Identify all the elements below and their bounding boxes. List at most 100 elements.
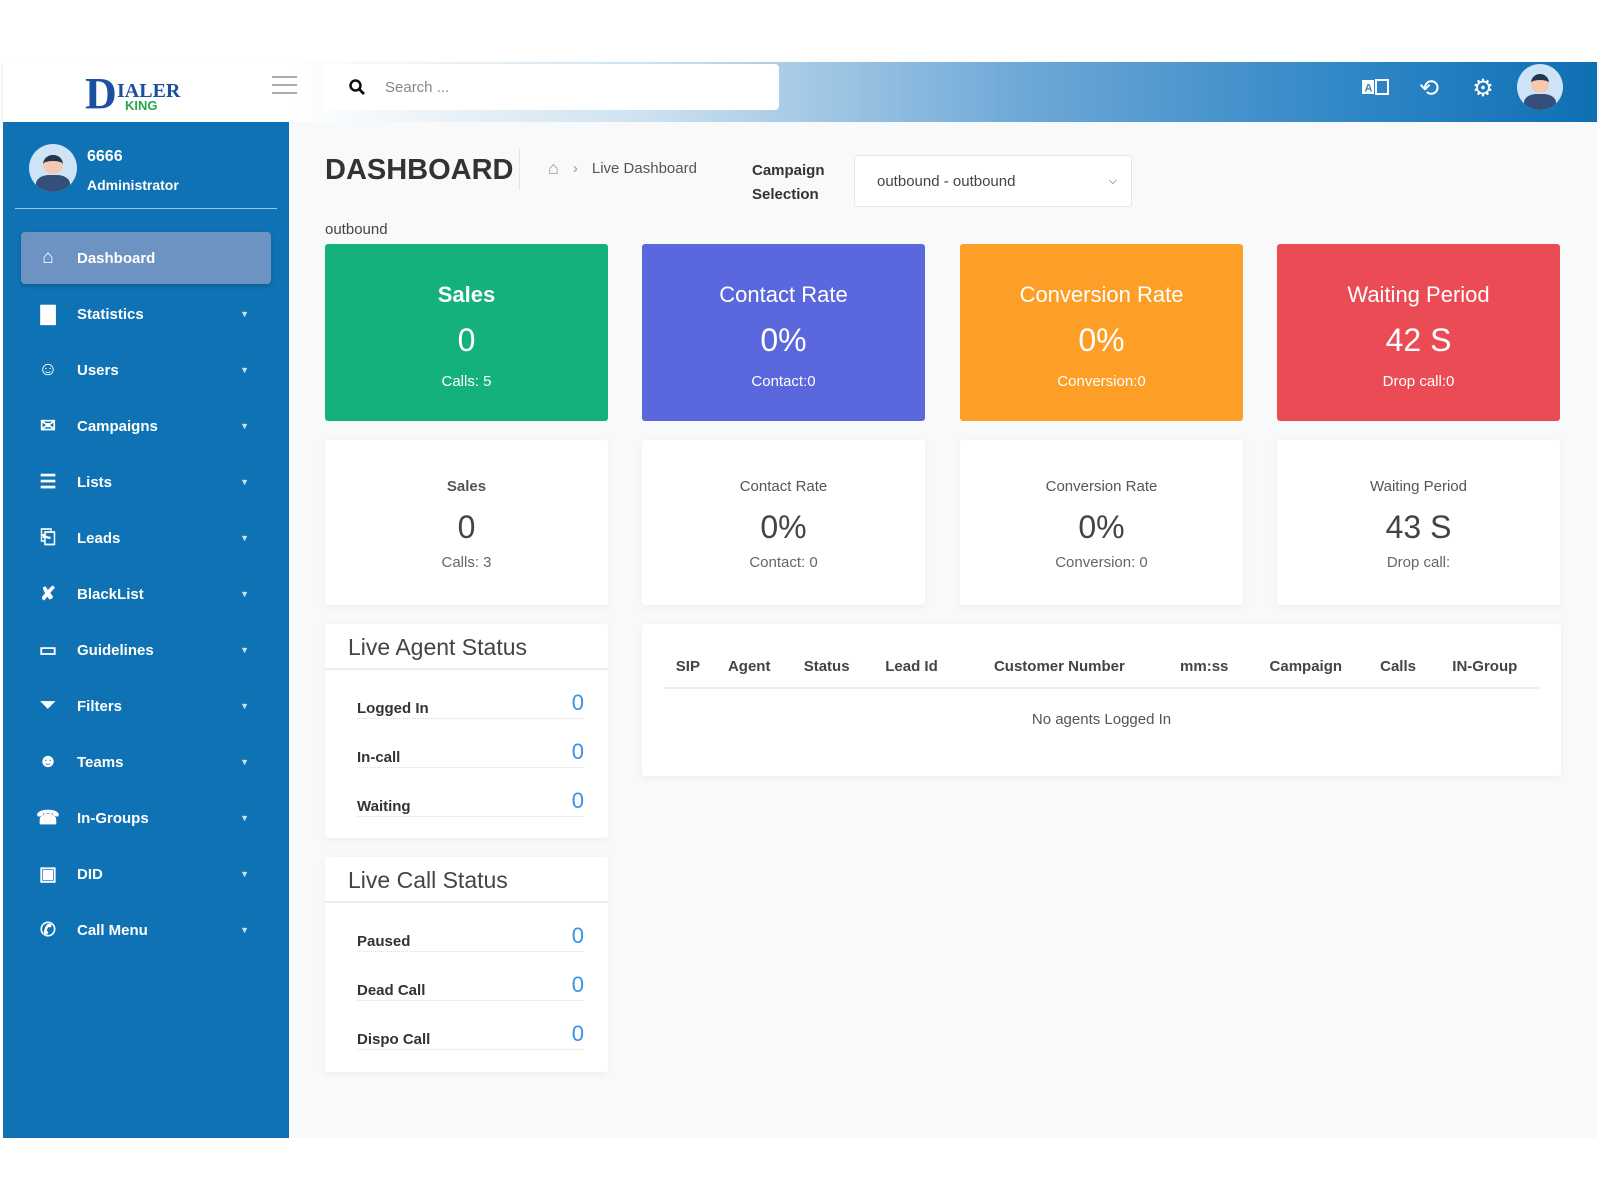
caret-down-icon: ▼: [240, 533, 249, 543]
column-header[interactable]: Campaign: [1246, 648, 1366, 689]
column-header[interactable]: Calls: [1365, 648, 1431, 689]
file-icon: ⎗: [40, 527, 56, 548]
top-header: [3, 62, 1597, 122]
sales-detail-card: Sales 0 Calls: 3: [325, 440, 608, 605]
settings-icon[interactable]: ⚙: [1472, 75, 1494, 102]
campaign-select[interactable]: outbound - outbound ⌵: [854, 155, 1132, 207]
sidebar-item-label: Lists: [77, 473, 113, 491]
live-call-status-panel: Live Call Status Paused 0 Dead Call 0 Dispo …: [325, 857, 608, 1072]
agents-table: SIP Agent Status Lead Id Customer Number mm:s…: [664, 648, 1539, 728]
logo[interactable]: D IALER KING: [85, 69, 181, 118]
sidebar-item-leads[interactable]: ⎗ Leads ▼: [21, 512, 271, 564]
sidebar-item-teams[interactable]: ☻ Teams ▼: [21, 736, 271, 788]
sidebar-item-label: Leads: [77, 529, 121, 547]
caret-down-icon: ▼: [240, 925, 249, 935]
status-count: 0: [571, 690, 584, 715]
caret-down-icon: ▼: [240, 645, 249, 655]
status-label: Logged In: [357, 700, 429, 717]
sidebar-item-label: Filters: [77, 697, 123, 715]
column-header[interactable]: Status: [786, 648, 867, 689]
filter-icon: ⏷: [40, 695, 56, 716]
campaign-subtitle: outbound: [325, 221, 388, 238]
sidebar-item-filters[interactable]: ⏷ Filters ▼: [21, 680, 271, 732]
sidebar-item-blacklist[interactable]: ✘ BlackList ▼: [21, 568, 271, 620]
empty-message: No agents Logged In: [1031, 711, 1172, 728]
caret-down-icon: ▼: [240, 365, 249, 375]
contact-detail-card: Contact Rate 0% Contact: 0: [642, 440, 925, 605]
breadcrumb: ⌂ › Live Dashboard: [548, 158, 697, 179]
column-header[interactable]: SIP: [664, 648, 712, 689]
panel-title: Live Agent Status: [325, 624, 608, 670]
status-row: Dispo Call 0: [357, 1001, 584, 1050]
waiting-summary-card: Waiting Period 42 S Drop call:0: [1277, 244, 1560, 421]
list-icon: ☰: [39, 471, 57, 493]
status-count: 0: [571, 972, 584, 997]
card-title: Contact Rate: [739, 478, 828, 495]
sidebar-item-label: BlackList: [77, 585, 144, 603]
card-subtext: Drop call:: [1386, 554, 1451, 571]
contact-summary-card: Contact Rate 0% Contact:0: [642, 244, 925, 421]
sidebar-item-label: Guidelines: [77, 641, 154, 659]
chevron-right-icon: ›: [572, 160, 578, 177]
search-icon: [349, 79, 365, 95]
caret-down-icon: ▼: [240, 869, 249, 879]
card-subtext: Contact:0: [751, 373, 816, 390]
caret-down-icon: ▼: [240, 477, 249, 487]
menu-toggle-icon[interactable]: [272, 76, 297, 96]
status-row: Logged In 0: [357, 670, 584, 719]
sidebar-item-campaigns[interactable]: ✉ Campaigns ▼: [21, 400, 271, 452]
card-subtext: Calls: 3: [441, 554, 492, 571]
phone-icon: ☎: [36, 807, 60, 829]
status-count: 0: [571, 923, 584, 948]
sidebar-item-users[interactable]: ☺ Users ▼: [21, 344, 271, 396]
divider: [519, 148, 520, 190]
card-value: 0: [457, 509, 476, 545]
card-title: Conversion Rate: [1019, 282, 1184, 307]
card-value: 0%: [760, 509, 807, 545]
column-header[interactable]: Lead Id: [866, 648, 957, 689]
sidebar-item-did[interactable]: ▣ DID ▼: [21, 848, 271, 900]
sidebar-item-guidelines[interactable]: ▭ Guidelines ▼: [21, 624, 271, 676]
card-subtext: Calls: 5: [441, 373, 492, 390]
column-header[interactable]: Customer Number: [956, 648, 1163, 689]
status-label: Dispo Call: [357, 1031, 431, 1048]
card-title: Waiting Period: [1370, 478, 1467, 495]
sidebar-item-label: Statistics: [77, 305, 144, 323]
card-title: Waiting Period: [1347, 282, 1490, 307]
sidebar-item-lists[interactable]: ☰ Lists ▼: [21, 456, 271, 508]
card-value: 0%: [1078, 509, 1125, 545]
column-header[interactable]: IN-Group: [1430, 648, 1539, 689]
sidebar-item-in-groups[interactable]: ☎ In-Groups ▼: [21, 792, 271, 844]
status-row: Dead Call 0: [357, 952, 584, 1001]
caret-down-icon: ▼: [240, 421, 249, 431]
column-header[interactable]: mm:ss: [1162, 648, 1247, 689]
panel-title: Live Call Status: [325, 857, 608, 903]
column-header[interactable]: Agent: [711, 648, 787, 689]
avatar[interactable]: [1517, 64, 1563, 110]
phone-volume-icon: ✆: [40, 919, 56, 941]
card-value: 42 S: [1385, 322, 1452, 358]
live-agent-status-panel: Live Agent Status Logged In 0 In-call 0 Wait…: [325, 624, 608, 838]
search-input[interactable]: Search ...: [385, 78, 450, 96]
history-icon[interactable]: ⟲: [1418, 75, 1440, 102]
sidebar-item-dashboard[interactable]: ⌂ Dashboard: [21, 232, 271, 284]
caret-down-icon: ▼: [240, 757, 249, 767]
card-title: Contact Rate: [719, 282, 848, 307]
home-icon[interactable]: ⌂: [548, 158, 559, 178]
status-row: Waiting 0: [357, 768, 584, 817]
sidebar-item-statistics[interactable]: ▇ Statistics ▼: [21, 288, 271, 340]
status-label: Waiting: [357, 798, 411, 815]
sidebar-item-call-menu[interactable]: ✆ Call Menu ▼: [21, 904, 271, 956]
status-label: Dead Call: [357, 982, 426, 999]
agents-table-panel: SIP Agent Status Lead Id Customer Number mm:s…: [642, 624, 1561, 776]
card-title: Conversion Rate: [1045, 478, 1158, 495]
search-bar[interactable]: Search ...: [323, 64, 779, 110]
card-title: Sales: [446, 478, 487, 495]
blocked-phone-icon: ✘: [40, 583, 56, 605]
translate-icon[interactable]: A: [1358, 74, 1392, 104]
status-row: Paused 0: [357, 903, 584, 952]
card-value: 0%: [1078, 322, 1125, 358]
credit-card-icon: ▭: [39, 639, 57, 661]
status-count: 0: [571, 739, 584, 764]
status-row: In-call 0: [357, 719, 584, 768]
